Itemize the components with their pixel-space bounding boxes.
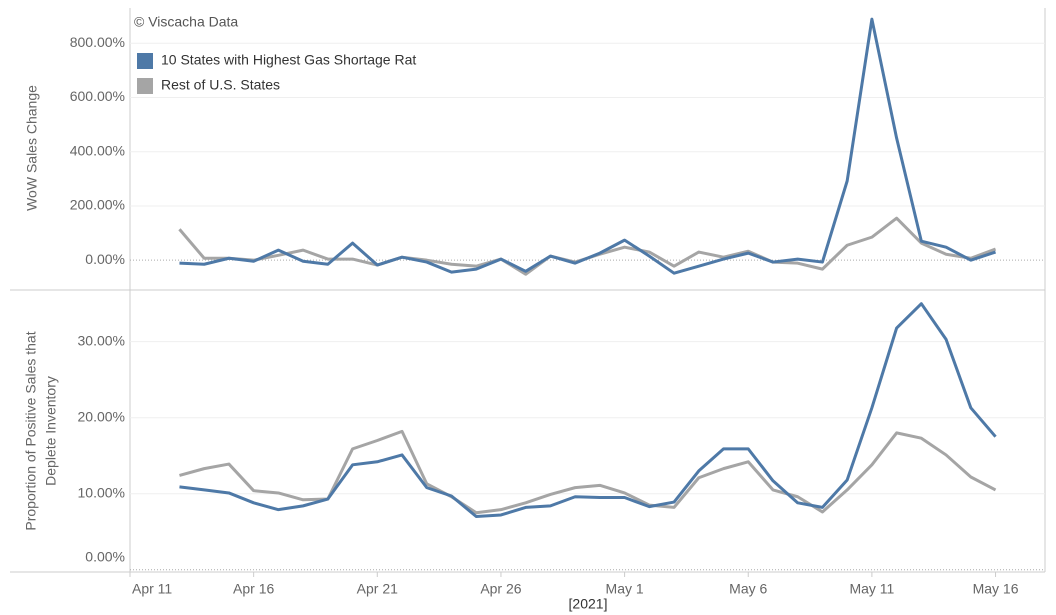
x-tick-label: Apr 11 — [132, 581, 172, 597]
y-tick-label: 800.00% — [70, 34, 125, 50]
y-tick-label: 10.00% — [78, 484, 125, 500]
y-tick-label: 400.00% — [70, 142, 125, 158]
x-axis-label: [2021] — [569, 596, 608, 612]
y-axis-label: WoW Sales Change — [24, 85, 40, 211]
series-line — [179, 302, 997, 519]
series-line — [179, 429, 997, 515]
x-tick-label: Apr 16 — [233, 581, 274, 597]
series-line — [179, 17, 997, 275]
legend-label: 10 States with Highest Gas Shortage Rat — [161, 52, 416, 68]
y-tick-label: 200.00% — [70, 197, 125, 213]
x-tick-label: Apr 26 — [480, 581, 521, 597]
y-tick-label: 0.00% — [85, 549, 125, 565]
y-tick-label: 0.00% — [85, 251, 125, 267]
x-tick-label: May 11 — [849, 581, 894, 597]
y-tick-label: 20.00% — [78, 408, 125, 424]
legend-label: Rest of U.S. States — [161, 77, 280, 93]
y-axis-label: Proportion of Positive Sales that — [23, 331, 39, 530]
annotation: © Viscacha Data — [134, 14, 238, 30]
y-tick-label: 30.00% — [78, 332, 125, 348]
legend-swatch — [137, 53, 153, 69]
x-tick-label: May 1 — [606, 581, 644, 597]
x-tick-label: May 16 — [973, 581, 1019, 597]
y-tick-label: 600.00% — [70, 88, 125, 104]
y-axis-label: Deplete Inventory — [43, 376, 59, 486]
legend-swatch — [137, 78, 153, 94]
x-tick-label: May 6 — [729, 581, 767, 597]
x-tick-label: Apr 21 — [357, 581, 398, 597]
series-line — [178, 216, 997, 276]
